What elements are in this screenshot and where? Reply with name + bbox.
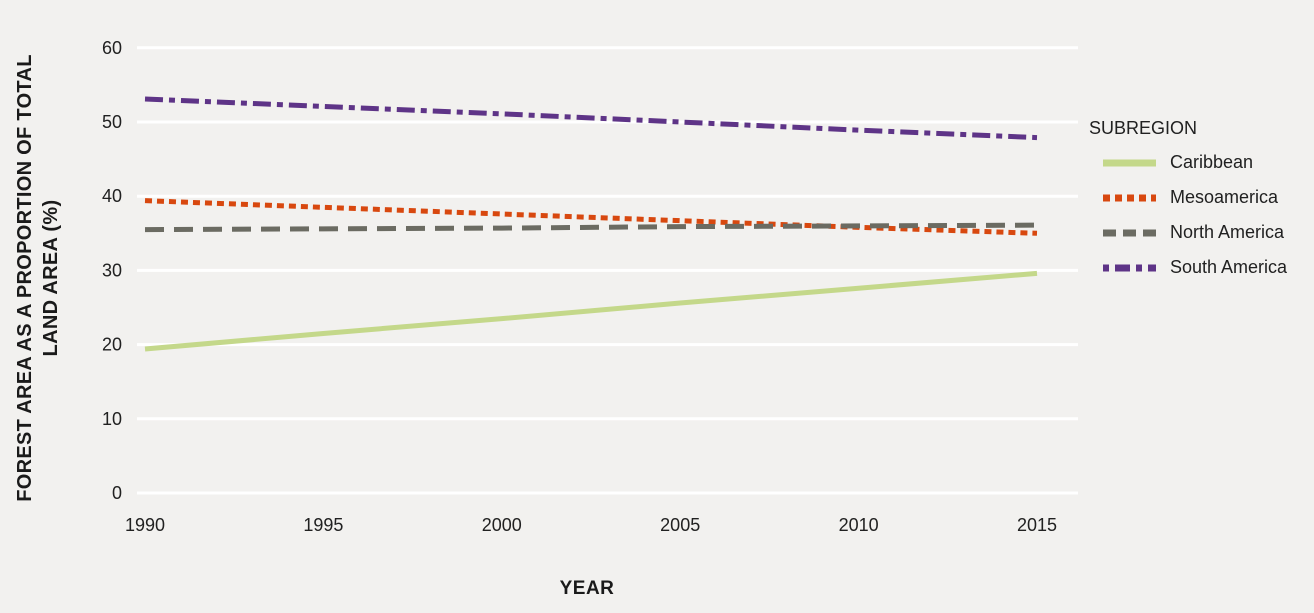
legend-swatch-solid-icon (1103, 159, 1156, 166)
y-tick-label: 60 (102, 38, 122, 58)
legend-swatch-dashed-icon (1103, 229, 1156, 236)
x-tick-label: 2010 (839, 515, 879, 535)
legend-label: Caribbean (1170, 152, 1254, 172)
x-tick-label: 1995 (303, 515, 343, 535)
legend: SUBREGION Caribbean Mesoamerica North Amer… (1089, 117, 1309, 285)
legend-item: South America (1089, 250, 1309, 285)
x-tick-label: 2000 (482, 515, 522, 535)
legend-item: Caribbean (1089, 145, 1309, 180)
legend-label: Mesoamerica (1170, 187, 1279, 207)
legend-title: SUBREGION (1089, 118, 1198, 138)
series-line-mesoamerica (144, 198, 1038, 236)
series-line-south-america (144, 96, 1038, 141)
x-tick-label: 1990 (125, 515, 165, 535)
x-axis-title: YEAR (559, 578, 615, 599)
y-tick-label: 0 (112, 483, 122, 503)
x-tick-label: 2015 (1017, 515, 1057, 535)
legend-label: North America (1170, 222, 1285, 242)
legend-label: South America (1170, 257, 1288, 277)
series-line-north-america (144, 222, 1038, 233)
y-tick-label: 20 (102, 335, 122, 355)
series-line-caribbean (144, 270, 1038, 352)
legend-item: North America (1089, 215, 1309, 250)
legend-item: Mesoamerica (1089, 180, 1309, 215)
y-tick-label: 40 (102, 186, 122, 206)
x-tick-label: 2005 (660, 515, 700, 535)
y-tick-label: 10 (102, 409, 122, 429)
legend-swatch-dashdot-icon (1103, 264, 1156, 271)
legend-swatch-dotted-icon (1103, 194, 1156, 201)
y-tick-label: 30 (102, 260, 122, 280)
y-tick-label: 50 (102, 112, 122, 132)
legend-items: Caribbean Mesoamerica North America South A… (1089, 145, 1309, 285)
